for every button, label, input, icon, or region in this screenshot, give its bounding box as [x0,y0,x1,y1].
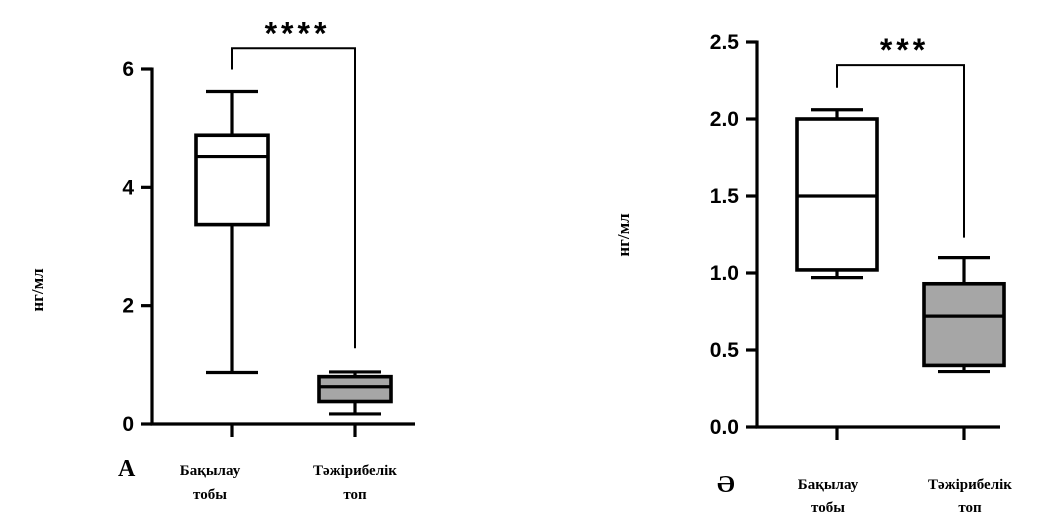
panel-b-y-axis-label: нг/мл [614,213,633,257]
panel-b-y-tick-label: 1.5 [710,185,740,208]
panel-a-chart: нг/мл 0 2 4 6 **** A Бақылау тобы Тәжірибел… [28,15,415,503]
panel-b-y-tick-label: 1.0 [710,262,739,285]
panel-a-y-axis-label: нг/мл [28,268,47,312]
panel-b-axes: 0.0 0.5 1.0 1.5 2.0 2.5 [710,31,1000,440]
panel-a-box [317,374,393,404]
panel-a-box [194,133,270,227]
panel-a-letter: A [118,456,136,482]
panel-b-chart: нг/мл 0.0 0.5 1.0 1.5 2.0 2.5 *** Ә Бақылау т… [614,31,1012,516]
panel-b-y-tick-label: 0.0 [710,416,739,439]
panel-b-y-tick-label: 0.5 [710,339,740,362]
panel-b-category-1-line1: Бақылау [798,477,859,493]
panel-a-category-1-line1: Бақылау [180,463,241,479]
panel-a-y-tick-label: 0 [122,413,134,436]
panel-b-category-2-line1: Тәжірибелік [928,477,1012,493]
panel-b-y-tick-label: 2.5 [710,31,740,54]
panel-b-boxes [795,108,1006,374]
panel-a-y-tick-label: 4 [122,176,134,199]
panel-a-y-tick-label: 6 [122,58,134,81]
panel-b-y-tick-label: 2.0 [710,108,739,131]
panel-a-category-2-line2: топ [343,487,367,503]
panel-a-boxes [194,89,393,416]
panel-a-significance-stars: **** [265,15,331,51]
panel-a-significance: **** [231,15,356,349]
panel-a-y-tick-label: 2 [122,295,134,318]
panel-a-category-1-line2: тобы [193,487,227,503]
panel-b-significance: *** [836,32,965,238]
panel-b-letter: Ә [717,472,735,498]
panel-a-axes: 0 2 4 6 [122,58,415,437]
panel-b-category-1-line2: тобы [811,500,845,516]
panel-b-significance-stars: *** [880,32,929,68]
panel-a-category-2-line1: Тәжірибелік [313,463,397,479]
panel-a-significance-bracket [231,47,356,349]
panel-b-significance-bracket [836,64,965,238]
panel-b-category-2-line2: топ [958,500,982,516]
panel-b-box [922,281,1006,368]
